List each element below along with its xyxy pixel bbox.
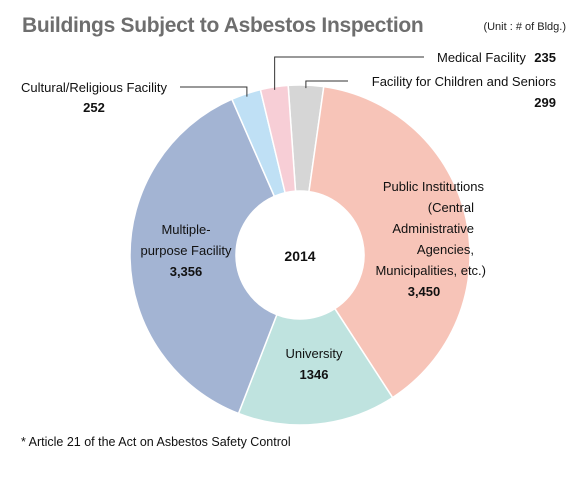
slice-name-public-line5: Municipalities, etc.) xyxy=(375,263,486,278)
slice-name-university: University xyxy=(285,346,343,361)
slice-name-children: Facility for Children and Seniors xyxy=(372,74,557,89)
leader-lines xyxy=(180,56,424,97)
slice-value-cultural: 252 xyxy=(83,100,105,115)
leader-line-cultural xyxy=(180,86,248,97)
slice-value-children: 299 xyxy=(534,95,556,110)
unit-note: (Unit : # of Bldg.) xyxy=(483,21,566,33)
slice-name-multi-line2: purpose Facility xyxy=(140,243,232,258)
slice-name-public-line3: Administrative xyxy=(392,221,474,236)
slice-university xyxy=(237,307,394,426)
slice-medical xyxy=(259,84,297,194)
slice-label-medical: Medical Facility 235 xyxy=(437,49,556,66)
slice-value-university: 1346 xyxy=(300,367,329,382)
slice-name-public-line4: Agencies, xyxy=(417,242,474,257)
slice-name-public-line1: Public Institutions xyxy=(383,179,485,194)
slice-name-medical: Medical Facility xyxy=(437,50,526,65)
slice-name-public-line2: (Central xyxy=(428,200,474,215)
chart-title: Buildings Subject to Asbestos Inspection xyxy=(22,14,424,37)
slice-name-cultural: Cultural/Religious Facility xyxy=(21,80,167,95)
slices-group xyxy=(129,84,471,426)
slice-multi xyxy=(129,98,278,415)
center-year-label: 2014 xyxy=(284,248,315,264)
slice-value-multi: 3,356 xyxy=(170,264,203,279)
slice-value-medical: 235 xyxy=(534,50,556,65)
slice-name-multi-line1: Multiple- xyxy=(161,222,210,237)
leader-line-children xyxy=(305,80,348,89)
leader-line-medical xyxy=(274,56,424,90)
footnote: * Article 21 of the Act on Asbestos Safe… xyxy=(21,435,291,449)
slice-public xyxy=(308,85,471,399)
slice-value-public: 3,450 xyxy=(408,284,441,299)
